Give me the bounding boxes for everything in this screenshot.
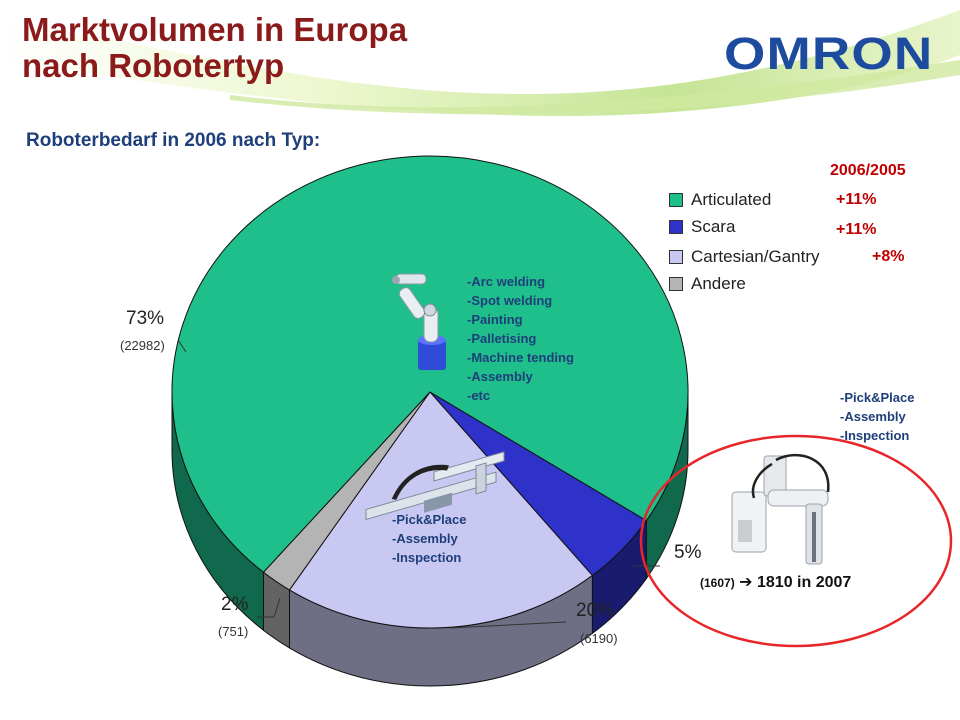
app-item: -Arc welding bbox=[467, 274, 546, 289]
growth-header: 2006/2005 bbox=[830, 162, 906, 179]
app-item: -Machine tending bbox=[467, 350, 574, 365]
legend-label-cartesian: Cartesian/Gantry bbox=[691, 247, 820, 266]
forecast-count: (1607) bbox=[700, 576, 735, 590]
app-item: -Palletising bbox=[467, 331, 537, 346]
legend-swatch-cartesian bbox=[669, 250, 683, 264]
app-item: -Assembly bbox=[467, 369, 533, 384]
header-swoosh bbox=[0, 10, 960, 117]
cartesian-applications: -Pick&Place -Assembly -Inspection bbox=[392, 510, 466, 567]
app-item: -Painting bbox=[467, 312, 523, 327]
growth-scara: +11% bbox=[836, 221, 877, 238]
articulated-applications: -Arc welding -Spot welding -Painting -Pa… bbox=[467, 272, 574, 405]
leader-line-andere-2 bbox=[273, 597, 281, 618]
legend-item-andere: Andere bbox=[669, 273, 746, 295]
pct-label-scara: 5% bbox=[674, 542, 702, 563]
app-item: -Inspection bbox=[840, 428, 910, 443]
count-label-articulated: (22982) bbox=[120, 338, 165, 353]
scara-highlight-ring bbox=[639, 434, 953, 648]
arrow-right-icon: ➔ bbox=[739, 574, 753, 591]
omron-logo: OMRON bbox=[724, 28, 934, 79]
chart-subtitle: Roboterbedarf in 2006 nach Typ: bbox=[26, 130, 321, 151]
cartesian-gantry-robot-icon bbox=[365, 451, 505, 520]
app-item: -Assembly bbox=[392, 531, 458, 546]
legend-item-cartesian: Cartesian/Gantry bbox=[669, 246, 820, 268]
app-item: -Inspection bbox=[392, 550, 462, 565]
growth-articulated: +11% bbox=[836, 191, 877, 208]
app-item: -Pick&Place bbox=[392, 512, 467, 527]
app-item: -Pick&Place bbox=[840, 390, 915, 405]
legend-item-scara: Scara bbox=[669, 216, 735, 238]
legend-label-andere: Andere bbox=[691, 274, 746, 293]
legend-swatch-andere bbox=[669, 277, 683, 291]
legend-swatch-articulated bbox=[669, 193, 683, 207]
growth-cartesian: +8% bbox=[872, 248, 905, 265]
leader-line-cartesian bbox=[449, 621, 567, 629]
pie-slice-cartesian-gantry bbox=[288, 391, 594, 629]
legend-label-scara: Scara bbox=[691, 217, 736, 236]
app-item: -etc bbox=[467, 388, 491, 403]
legend-item-articulated: Articulated bbox=[669, 189, 771, 211]
pct-label-andere: 2% bbox=[221, 594, 249, 615]
scara-applications: -Pick&Place -Assembly -Inspection bbox=[840, 388, 914, 445]
leader-line-articulated bbox=[177, 339, 187, 353]
forecast-text: 1810 in 2007 bbox=[757, 574, 852, 591]
scara-forecast: (1607) ➔ 1810 in 2007 bbox=[700, 572, 851, 592]
slide-title: Marktvolumen in Europa nach Robotertyp bbox=[22, 12, 407, 84]
title-line-2: nach Robotertyp bbox=[22, 47, 285, 84]
articulated-robot-icon bbox=[392, 273, 446, 370]
legend-label-articulated: Articulated bbox=[691, 190, 772, 209]
legend-swatch-scara bbox=[669, 220, 683, 234]
pct-label-cartesian: 20% bbox=[576, 600, 615, 621]
app-item: -Assembly bbox=[840, 409, 906, 424]
pct-label-articulated: 73% bbox=[126, 308, 165, 329]
title-line-1: Marktvolumen in Europa bbox=[22, 11, 408, 48]
app-item: -Spot welding bbox=[467, 293, 553, 308]
scara-robot-icon bbox=[731, 453, 830, 565]
count-label-cartesian: (6190) bbox=[580, 631, 618, 646]
count-label-andere: (751) bbox=[218, 624, 249, 639]
